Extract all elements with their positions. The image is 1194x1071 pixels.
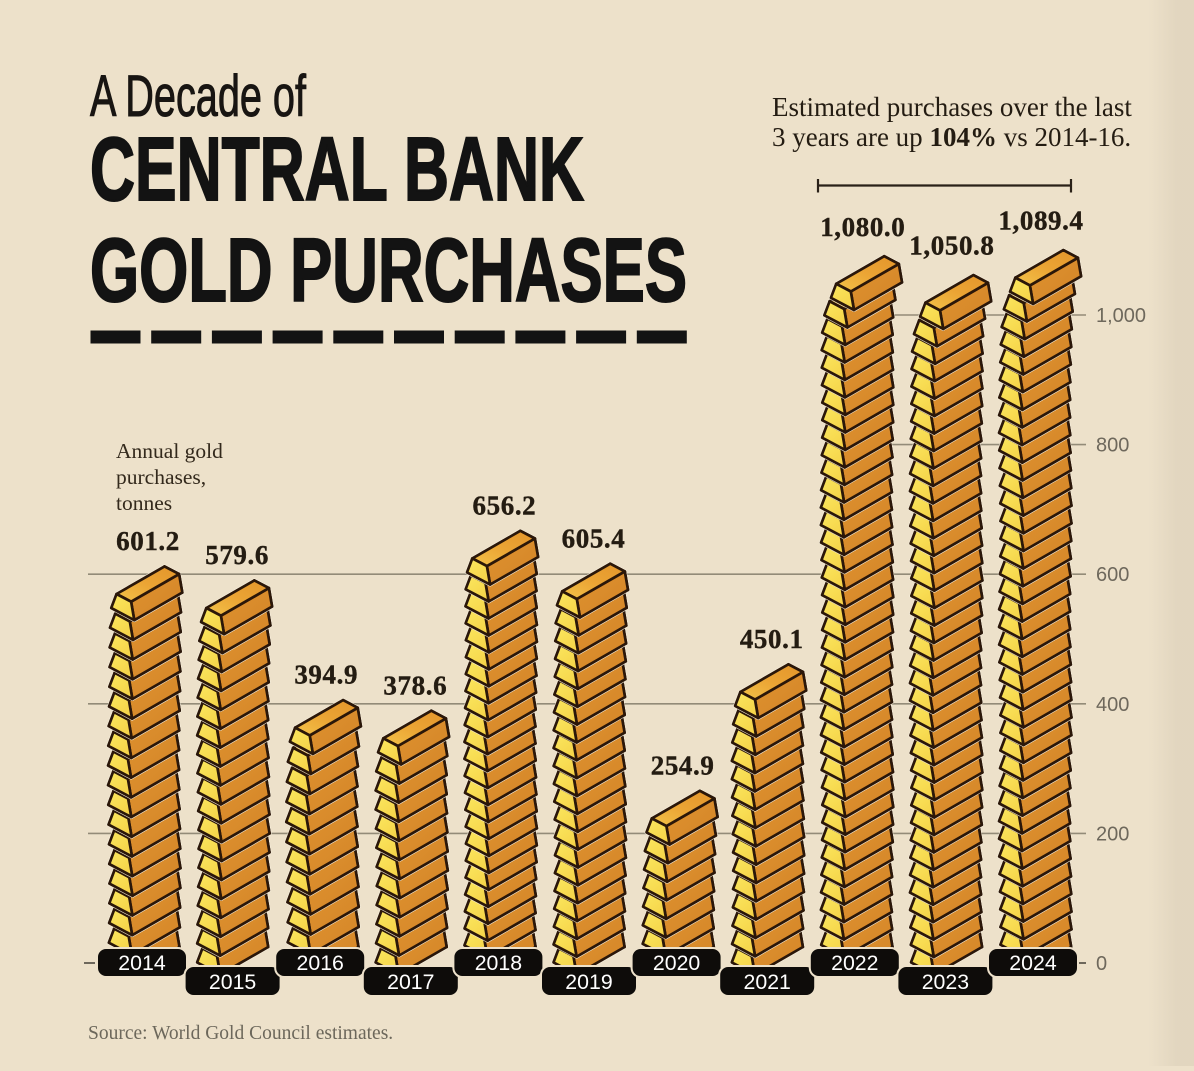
svg-text:CENTRAL BANK: CENTRAL BANK (90, 120, 584, 220)
svg-text:2019: 2019 (565, 970, 612, 994)
svg-text:2021: 2021 (744, 970, 791, 994)
svg-text:purchases,: purchases, (116, 465, 206, 489)
svg-text:GOLD PURCHASES: GOLD PURCHASES (90, 221, 687, 321)
svg-text:1,000: 1,000 (1096, 305, 1146, 327)
svg-text:2014: 2014 (118, 951, 166, 975)
svg-text:2018: 2018 (475, 951, 522, 975)
svg-text:394.9: 394.9 (294, 660, 358, 690)
svg-text:3 years are up 104% vs 2014-16: 3 years are up 104% vs 2014-16. (772, 122, 1131, 152)
svg-text:2023: 2023 (922, 970, 969, 994)
svg-text:800: 800 (1096, 435, 1129, 457)
svg-text:600: 600 (1096, 564, 1129, 586)
svg-text:579.6: 579.6 (205, 540, 269, 570)
svg-text:254.9: 254.9 (651, 750, 715, 780)
svg-text:Estimated purchases over the l: Estimated purchases over the last (772, 92, 1132, 122)
svg-text:2017: 2017 (387, 970, 434, 994)
svg-text:0: 0 (1096, 953, 1107, 975)
svg-text:2022: 2022 (831, 951, 878, 975)
svg-text:400: 400 (1096, 694, 1129, 716)
svg-text:2016: 2016 (297, 951, 344, 975)
svg-text:2020: 2020 (653, 951, 701, 975)
svg-text:2015: 2015 (209, 970, 256, 994)
svg-text:2024: 2024 (1009, 951, 1057, 975)
svg-text:1,080.0: 1,080.0 (820, 212, 905, 242)
svg-text:Annual gold: Annual gold (116, 439, 223, 463)
svg-text:605.4: 605.4 (562, 523, 626, 553)
svg-text:Source: World Gold Council es: Source: World Gold Council estimates. (88, 1023, 393, 1044)
svg-text:601.2: 601.2 (116, 526, 180, 556)
svg-text:450.1: 450.1 (740, 624, 804, 654)
svg-text:tonnes: tonnes (116, 491, 172, 515)
svg-text:1,050.8: 1,050.8 (909, 231, 994, 261)
svg-text:A Decade of: A Decade of (90, 64, 307, 129)
svg-text:378.6: 378.6 (383, 670, 447, 700)
svg-text:656.2: 656.2 (473, 490, 537, 520)
svg-text:200: 200 (1096, 823, 1129, 845)
svg-text:1,089.4: 1,089.4 (998, 206, 1083, 236)
